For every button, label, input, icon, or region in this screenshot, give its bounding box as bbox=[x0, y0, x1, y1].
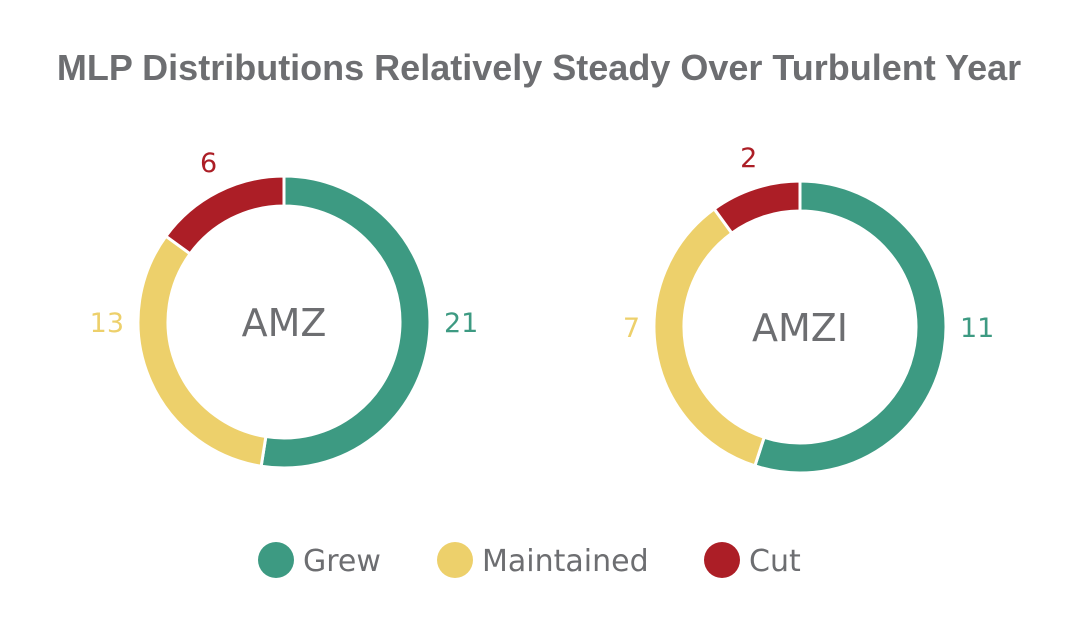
value-label-amz-cut: 6 bbox=[200, 148, 217, 179]
center-label-amzi: AMZI bbox=[752, 306, 848, 350]
slice-amzi-cut bbox=[712, 179, 802, 236]
legend-item-grew: Grew bbox=[258, 542, 381, 579]
value-label-amzi-maintained: 7 bbox=[623, 313, 640, 344]
legend-item-maintained: Maintained bbox=[437, 542, 649, 579]
legend-swatch-cut bbox=[704, 542, 740, 578]
slice-amz-cut bbox=[163, 174, 286, 256]
legend-label-maintained: Maintained bbox=[482, 544, 649, 579]
legend-label-grew: Grew bbox=[303, 544, 381, 579]
legend: Grew Maintained Cut bbox=[258, 542, 801, 579]
legend-label-cut: Cut bbox=[749, 544, 801, 579]
center-label-amz: AMZ bbox=[242, 301, 327, 345]
legend-swatch-grew bbox=[258, 542, 294, 578]
value-label-amz-maintained: 13 bbox=[90, 308, 124, 339]
donut-charts: 21 13 6 AMZ 11 7 2 AMZI bbox=[90, 143, 994, 475]
value-label-amzi-grew: 11 bbox=[960, 313, 994, 344]
chart-title: MLP Distributions Relatively Steady Over… bbox=[57, 47, 1021, 88]
slice-amz-maintained bbox=[136, 234, 268, 468]
donut-amz: 21 13 6 AMZ bbox=[90, 148, 478, 470]
slice-amzi-maintained bbox=[652, 206, 767, 468]
value-label-amz-grew: 21 bbox=[444, 308, 478, 339]
donut-amzi: 11 7 2 AMZI bbox=[623, 143, 994, 475]
slice-amzi-grew bbox=[752, 179, 948, 475]
slice-amz-grew bbox=[259, 174, 432, 470]
legend-item-cut: Cut bbox=[704, 542, 801, 579]
legend-swatch-maintained bbox=[437, 542, 473, 578]
value-label-amzi-cut: 2 bbox=[740, 143, 757, 174]
